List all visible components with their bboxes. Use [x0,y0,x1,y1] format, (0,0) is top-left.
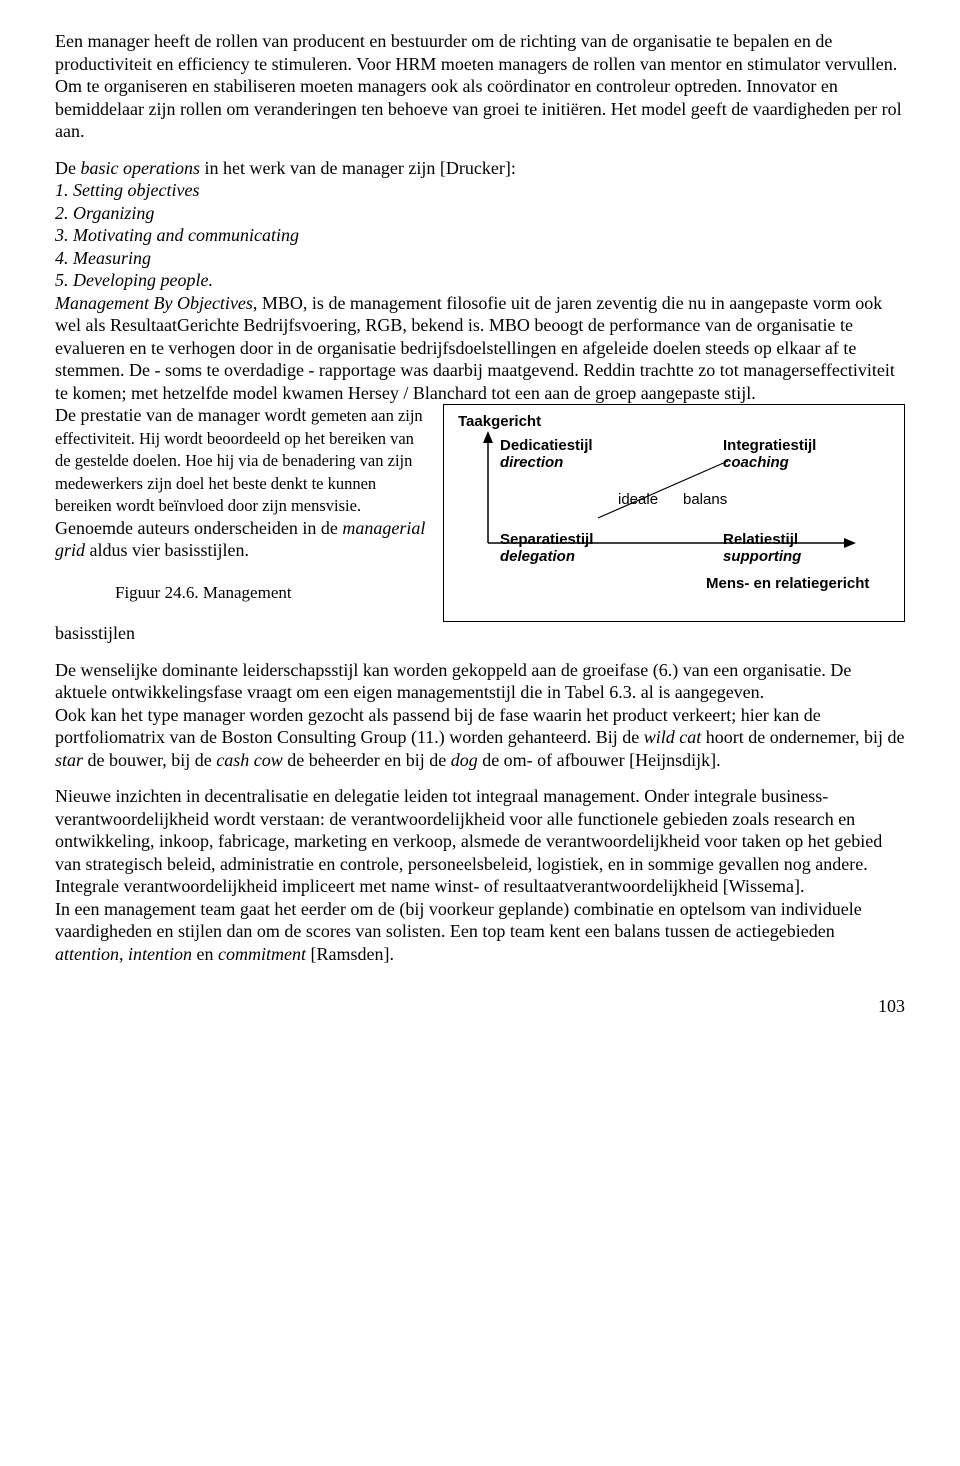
text: hoort de ondernemer, bij de [701,727,904,747]
diagram-canvas: Taakgericht Dedicatiestijl direction [458,413,878,593]
text: , [119,944,128,964]
label-bold-italic: supporting [723,548,801,565]
text: aldus vier basisstijlen. [85,540,249,560]
operations-intro: De basic operations in het werk van de m… [55,157,905,180]
center-ideale: ideale [618,491,658,508]
text-italic: wild cat [644,727,702,747]
list-item: 5. Developing people. [55,269,905,292]
text: De [55,158,81,178]
paragraph-intro: Een manager heeft de rollen van producen… [55,30,905,143]
text-italic: dog [451,750,478,770]
figure-caption: Figuur 24.6. Management [55,582,433,603]
label-bold: Integratiestijl [723,437,816,454]
grid-sentence: Genoemde auteurs onderscheiden in de man… [55,517,433,562]
list-item: 1. Setting objectives [55,179,905,202]
list-item: 3. Motivating and communicating [55,224,905,247]
basic-operations-section: De basic operations in het werk van de m… [55,157,905,645]
mbo-paragraph: Management By Objectives, MBO, is de man… [55,292,905,405]
text: In een management team gaat het eerder o… [55,899,862,942]
managerial-grid-diagram: Taakgericht Dedicatiestijl direction [443,404,905,622]
text-italic: intention [128,944,192,964]
text: de om- of afbouwer [Heijnsdijk]. [478,750,721,770]
text-italic: basic operations [81,158,201,178]
page-number: 103 [55,995,905,1018]
caption-line1: Figuur 24.6. Management [115,583,292,602]
text: en [192,944,218,964]
label-bold: Separatiestijl [500,531,593,548]
label-bold-italic: direction [500,454,563,471]
figure-left-text: De prestatie van de manager wordt gemete… [55,404,443,603]
text: de beheerder en bij de [283,750,451,770]
label-bold-italic: coaching [723,454,789,471]
text-italic: commitment [218,944,306,964]
paragraph-type-manager: Ook kan het type manager worden gezocht … [55,704,905,772]
paragraph-integrale: Integrale verantwoordelijkheid impliceer… [55,875,905,898]
diagram-footer: Mens- en relatiegericht [706,575,869,592]
q-dedicatie: Dedicatiestijl direction [500,437,593,472]
paragraph-wenselijk: De wenselijke dominante leiderschapsstij… [55,659,905,704]
figure-row: De prestatie van de manager wordt gemete… [55,404,905,622]
label-bold-italic: delegation [500,548,575,565]
text: Genoemde auteurs onderscheiden in de [55,518,342,538]
text-italic: cash cow [216,750,283,770]
paragraph-nieuwe: Nieuwe inzichten in decentralisatie en d… [55,785,905,875]
paragraph-team: In een management team gaat het eerder o… [55,898,905,966]
q-separatie: Separatiestijl delegation [500,531,593,566]
text-italic: Management By Objectives [55,293,253,313]
list-item: 4. Measuring [55,247,905,270]
operations-list: 1. Setting objectives 2. Organizing 3. M… [55,179,905,292]
q-relatie: Relatiestijl supporting [723,531,801,566]
q-integratie: Integratiestijl coaching [723,437,816,472]
text: de bouwer, bij de [83,750,216,770]
center-balans: balans [683,491,727,508]
text: De prestatie van de manager wordt [55,405,306,425]
text-italic: attention [55,944,119,964]
label-bold: Dedicatiestijl [500,437,593,454]
text: in het werk van de manager zijn [Drucker… [200,158,516,178]
caption-line2: basisstijlen [55,622,905,645]
label-bold: Relatiestijl [723,531,798,548]
text: [Ramsden]. [306,944,394,964]
list-item: 2. Organizing [55,202,905,225]
text-italic: star [55,750,83,770]
